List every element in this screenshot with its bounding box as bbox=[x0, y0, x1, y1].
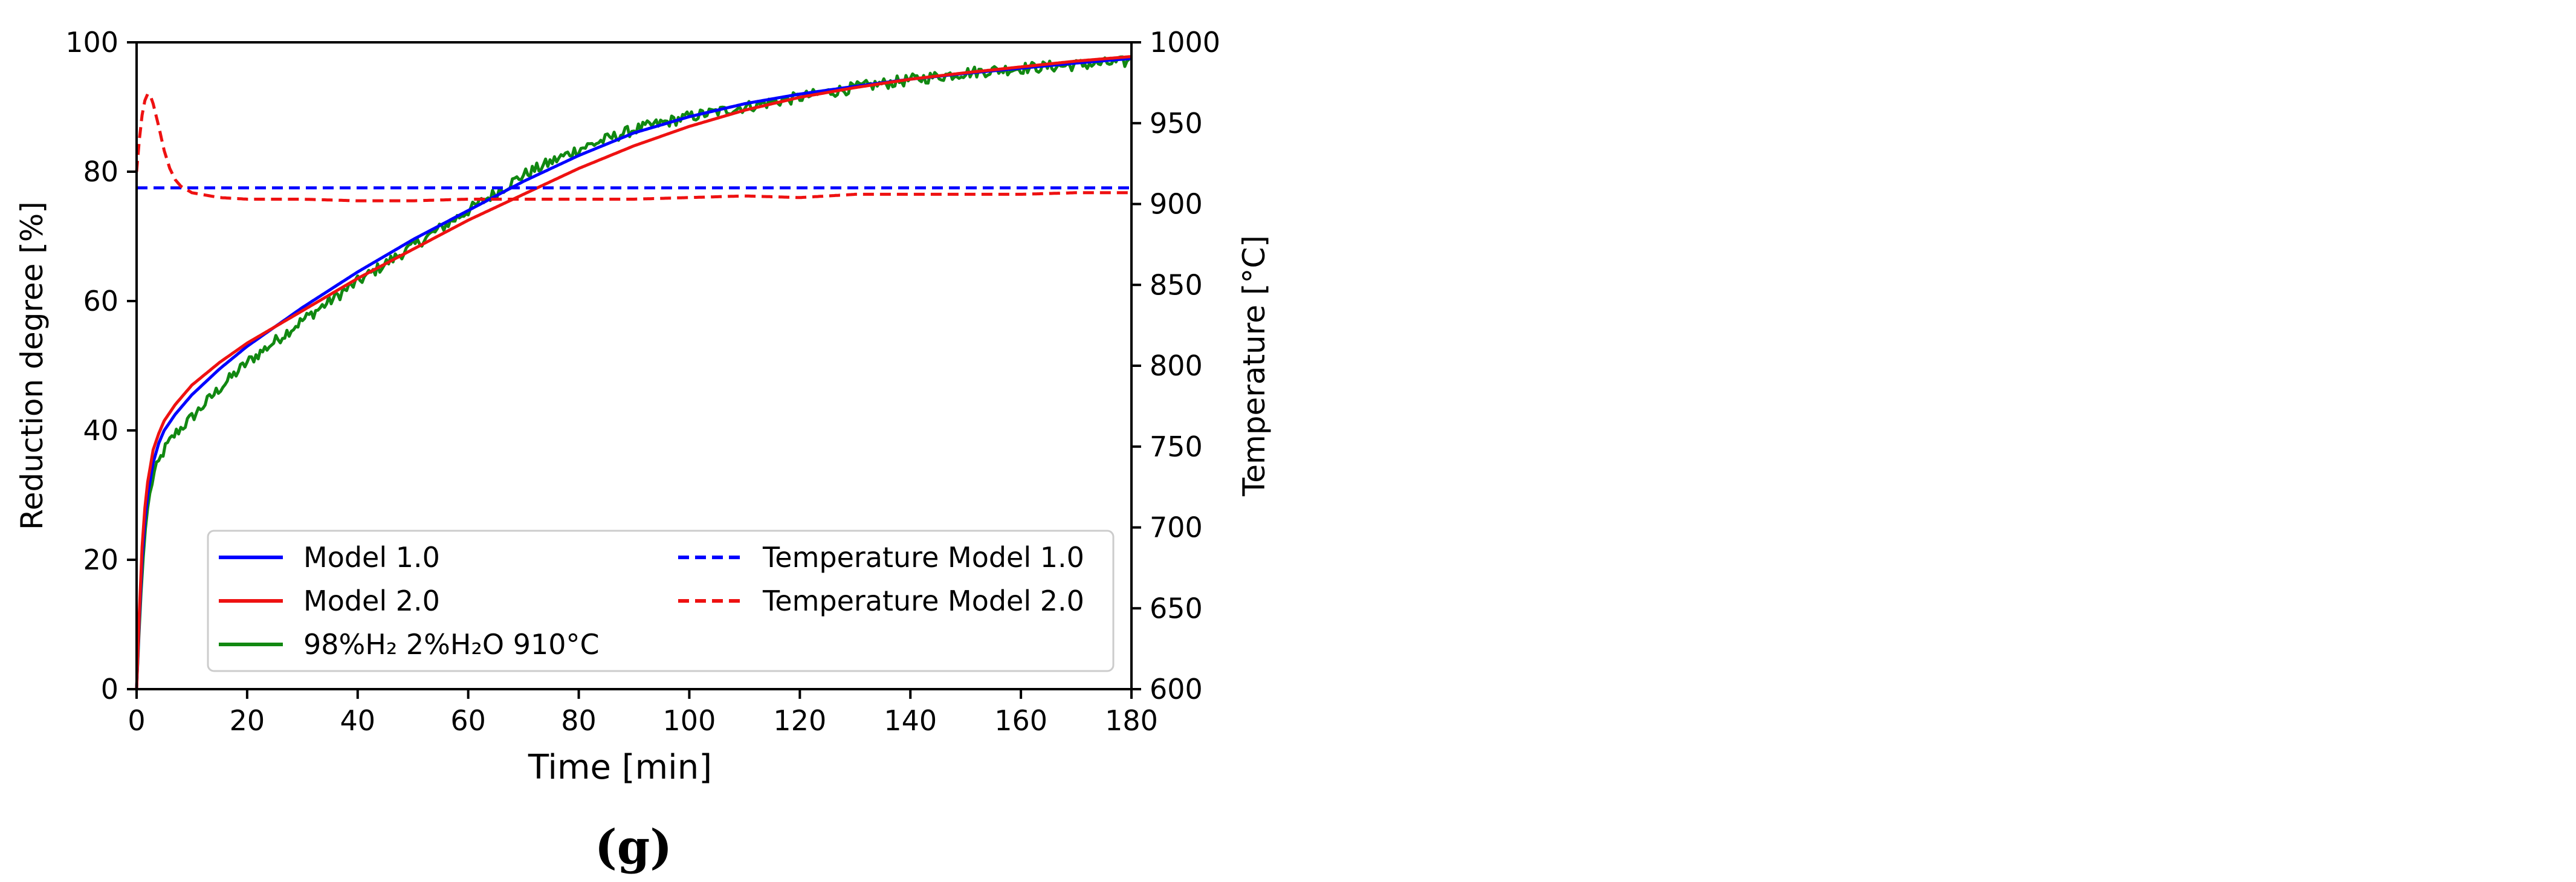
x-axis-ticks: 0 20 40 60 80 100 120 140 160 180 bbox=[128, 689, 1158, 737]
y-right-tick-label: 850 bbox=[1150, 268, 1203, 301]
x-tick-label: 20 bbox=[230, 704, 265, 737]
series-line-98-h-2-h-o-910-c bbox=[135, 55, 1130, 690]
x-tick-label: 80 bbox=[561, 704, 597, 737]
x-tick-label: 100 bbox=[663, 704, 716, 737]
x-tick-label: 40 bbox=[340, 704, 376, 737]
y-right-tick-label: 900 bbox=[1150, 188, 1203, 221]
legend-label-model-2-0: Model 2.0 bbox=[303, 585, 440, 617]
series-line-model-2-0 bbox=[135, 55, 1132, 690]
y-left-tick-label: 60 bbox=[83, 285, 118, 317]
y-right-tick-label: 1000 bbox=[1150, 26, 1220, 59]
legend: Model 1.0 Model 2.0 98%H₂ 2%H₂O 910°C Tempe… bbox=[207, 530, 1115, 672]
y-left-tick-label: 40 bbox=[83, 414, 118, 447]
plot-series bbox=[135, 55, 1132, 690]
y-right-axis-label: Temperature [°C] bbox=[1237, 235, 1272, 497]
y-left-tick-label: 0 bbox=[101, 673, 118, 705]
x-tick-label: 140 bbox=[884, 704, 937, 737]
y-left-axis-label: Reduction degree [%] bbox=[15, 201, 50, 530]
legend-box bbox=[207, 530, 1115, 672]
y-right-tick-label: 600 bbox=[1150, 673, 1203, 705]
x-tick-label: 160 bbox=[994, 704, 1047, 737]
y-left-axis-ticks: 0 20 40 60 80 100 bbox=[65, 26, 137, 705]
y-left-tick-label: 100 bbox=[65, 26, 118, 59]
y-left-tick-label: 80 bbox=[83, 155, 118, 188]
legend-label-temperature-model-2-0: Temperature Model 2.0 bbox=[762, 585, 1084, 617]
y-right-tick-label: 750 bbox=[1150, 430, 1203, 463]
legend-label-temperature-model-1-0: Temperature Model 1.0 bbox=[762, 541, 1084, 574]
y-right-axis-ticks: 600 650 700 750 800 850 900 950 1000 bbox=[1131, 26, 1220, 705]
x-axis-label: Time [min] bbox=[528, 748, 712, 787]
y-right-tick-label: 950 bbox=[1150, 107, 1203, 140]
panel-label: (g) bbox=[595, 820, 672, 875]
y-right-tick-label: 700 bbox=[1150, 511, 1203, 544]
x-tick-label: 120 bbox=[773, 704, 826, 737]
legend-label-model-1-0: Model 1.0 bbox=[303, 541, 440, 574]
y-right-tick-label: 800 bbox=[1150, 349, 1203, 382]
legend-label-98-h-2-h-o-910-c: 98%H₂ 2%H₂O 910°C bbox=[303, 628, 600, 661]
x-tick-label: 60 bbox=[450, 704, 486, 737]
x-tick-label: 180 bbox=[1105, 704, 1158, 737]
series-line-temperature-model-2-0 bbox=[135, 92, 1132, 203]
y-left-tick-label: 20 bbox=[83, 543, 118, 576]
y-right-tick-label: 650 bbox=[1150, 592, 1203, 624]
x-tick-label: 0 bbox=[128, 704, 145, 737]
